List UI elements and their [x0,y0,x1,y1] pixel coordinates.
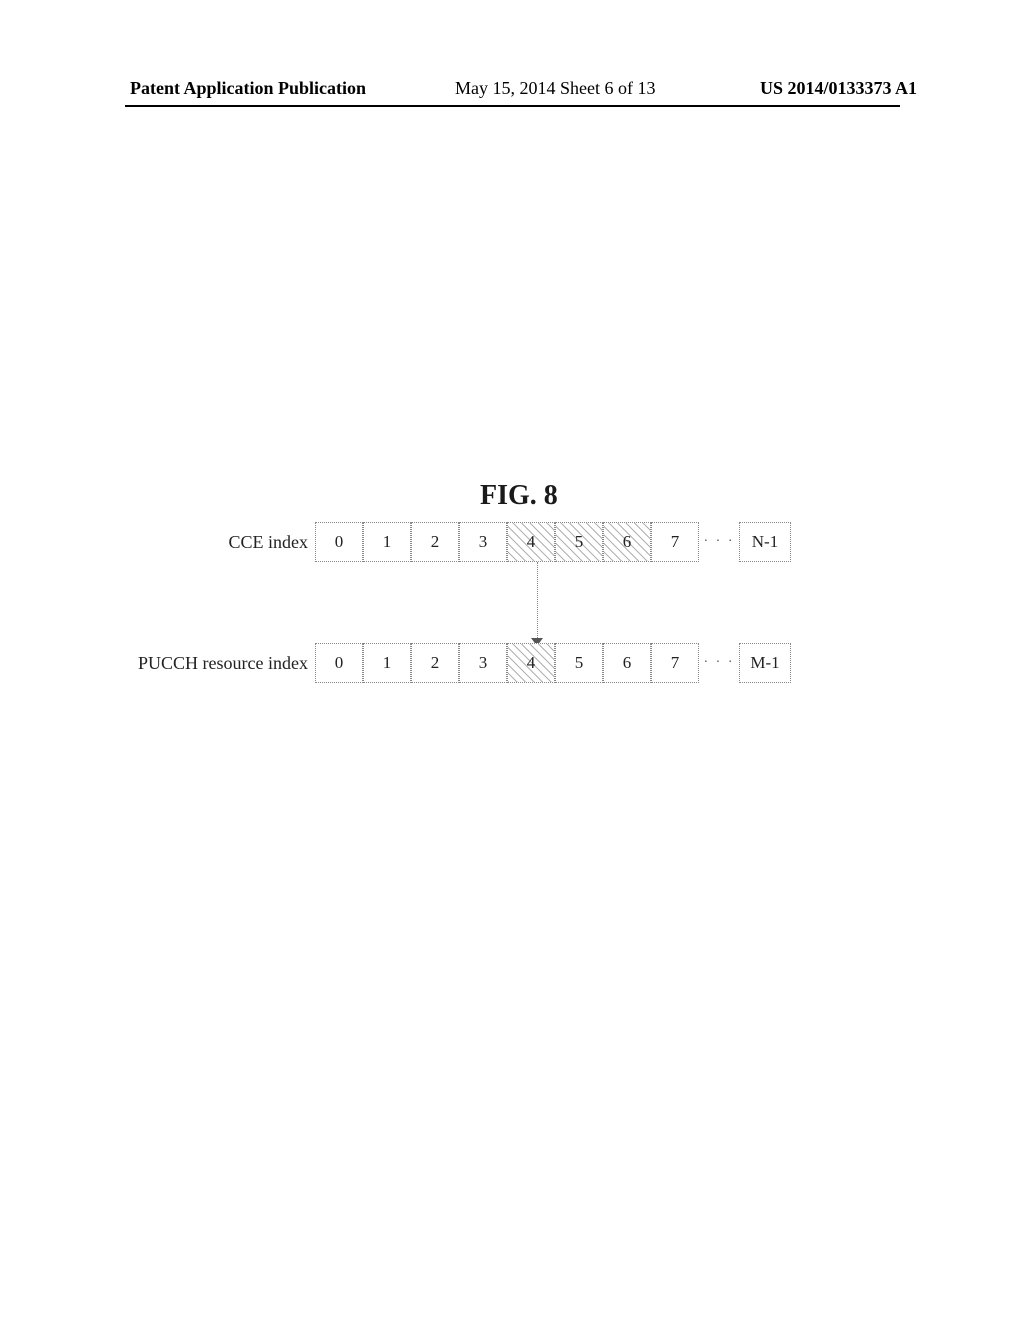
cce-cell-6: 6 [603,522,651,562]
header-middle: May 15, 2014 Sheet 6 of 13 [455,78,655,99]
cce-index-cells: 0 1 2 3 4 5 6 7 · · · N-1 [315,522,791,562]
cce-cell-3: 3 [459,522,507,562]
cce-cell-7: 7 [651,522,699,562]
pucch-index-cells: 0 1 2 3 4 5 6 7 · · · M-1 [315,643,791,683]
pucch-cell-6: 6 [603,643,651,683]
pucch-cell-2: 2 [411,643,459,683]
cce-cell-4: 4 [507,522,555,562]
cce-cell-0: 0 [315,522,363,562]
cce-ellipsis: · · · [699,534,739,550]
pucch-index-label: PUCCH resource index [130,653,308,674]
cce-index-label: CCE index [130,532,308,553]
pucch-cell-0: 0 [315,643,363,683]
cce-cell-2: 2 [411,522,459,562]
header-right: US 2014/0133373 A1 [760,78,917,99]
figure-title: FIG. 8 [480,480,558,512]
cce-cell-1: 1 [363,522,411,562]
pucch-cell-3: 3 [459,643,507,683]
pucch-cell-last: M-1 [739,643,791,683]
cce-cell-last: N-1 [739,522,791,562]
pucch-cell-5: 5 [555,643,603,683]
pucch-cell-7: 7 [651,643,699,683]
mapping-arrow-line [537,562,538,640]
header-rule [125,105,900,107]
pucch-cell-4: 4 [507,643,555,683]
pucch-ellipsis: · · · [699,655,739,671]
cce-cell-5: 5 [555,522,603,562]
header-left: Patent Application Publication [130,78,366,99]
pucch-cell-1: 1 [363,643,411,683]
